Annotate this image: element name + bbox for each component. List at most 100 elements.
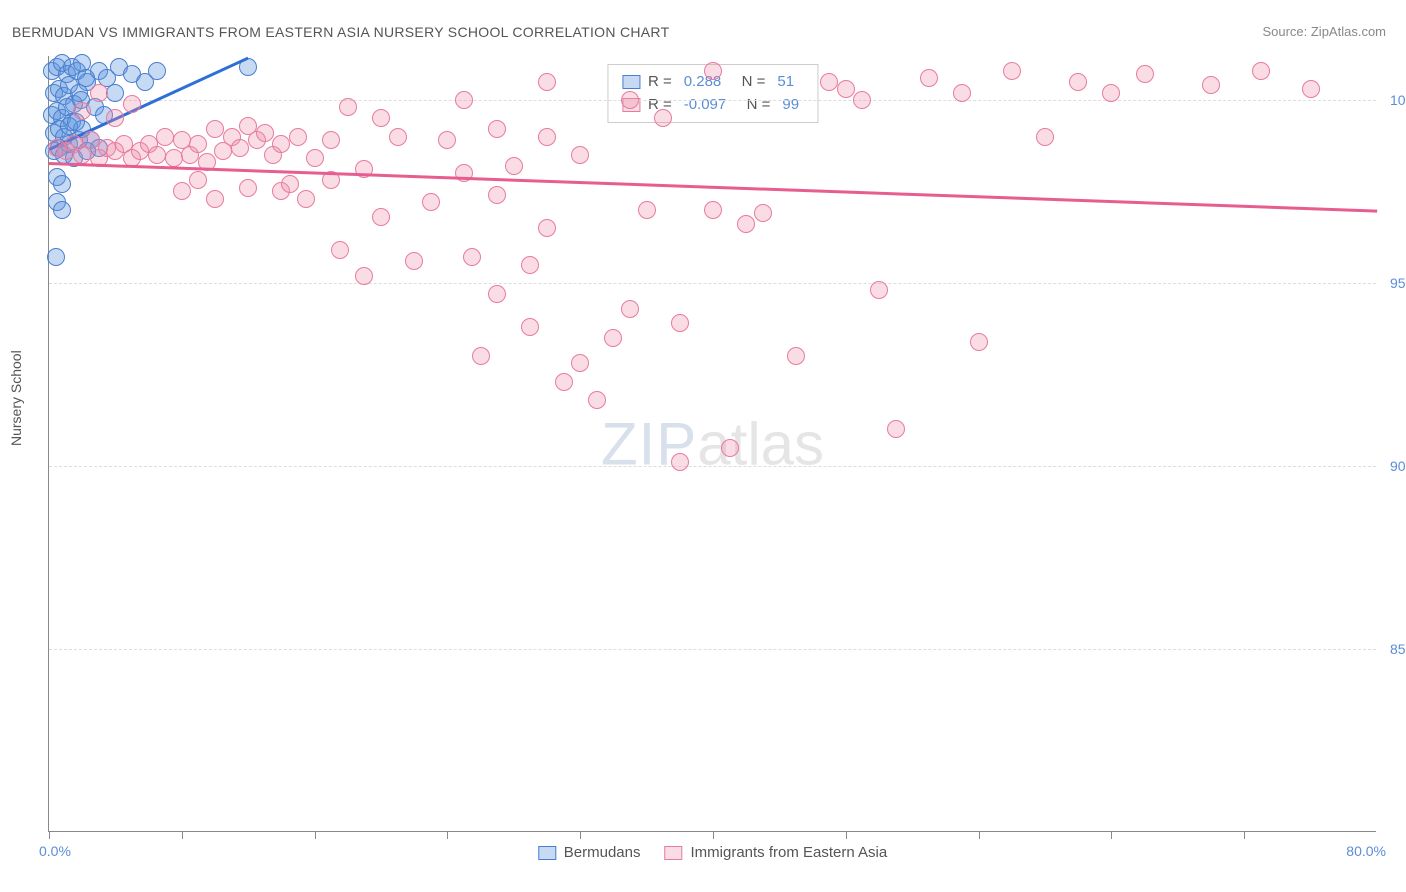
data-point: [47, 248, 65, 266]
x-tick: [182, 831, 183, 839]
data-point: [671, 314, 689, 332]
data-point: [206, 120, 224, 138]
data-point: [82, 131, 100, 149]
data-point: [106, 84, 124, 102]
x-tick: [315, 831, 316, 839]
data-point: [538, 219, 556, 237]
gridline: [49, 100, 1376, 101]
source-attribution: Source: ZipAtlas.com: [1262, 24, 1386, 39]
data-point: [704, 62, 722, 80]
x-tick: [580, 831, 581, 839]
data-point: [621, 91, 639, 109]
gridline: [49, 283, 1376, 284]
data-point: [521, 256, 539, 274]
data-point: [571, 354, 589, 372]
y-tick-label: 100.0%: [1386, 92, 1406, 108]
data-point: [455, 91, 473, 109]
gridline: [49, 649, 1376, 650]
legend-n-value: 51: [777, 71, 794, 94]
data-point: [106, 109, 124, 127]
data-point: [870, 281, 888, 299]
data-point: [588, 391, 606, 409]
data-point: [189, 135, 207, 153]
x-tick: [846, 831, 847, 839]
data-point: [372, 208, 390, 226]
data-point: [820, 73, 838, 91]
data-point: [123, 95, 141, 113]
data-point: [521, 318, 539, 336]
legend-r-label: R =: [648, 71, 672, 94]
y-tick-label: 90.0%: [1386, 458, 1406, 474]
data-point: [90, 84, 108, 102]
data-point: [887, 420, 905, 438]
data-point: [621, 300, 639, 318]
y-tick-label: 95.0%: [1386, 275, 1406, 291]
data-point: [53, 175, 71, 193]
data-point: [671, 453, 689, 471]
data-point: [1003, 62, 1021, 80]
data-point: [438, 131, 456, 149]
data-point: [272, 135, 290, 153]
data-point: [704, 201, 722, 219]
data-point: [1202, 76, 1220, 94]
data-point: [173, 182, 191, 200]
watermark: ZIPatlas: [601, 409, 824, 478]
legend-swatch: [622, 75, 640, 89]
data-point: [322, 131, 340, 149]
data-point: [148, 62, 166, 80]
legend-r-value: -0.097: [684, 94, 727, 117]
data-point: [1302, 80, 1320, 98]
data-point: [787, 347, 805, 365]
data-point: [239, 179, 257, 197]
data-point: [505, 157, 523, 175]
legend-series-name: Immigrants from Eastern Asia: [690, 844, 887, 861]
data-point: [148, 146, 166, 164]
x-tick: [49, 831, 50, 839]
data-point: [721, 439, 739, 457]
series-legend: Bermudans Immigrants from Eastern Asia: [538, 844, 887, 861]
y-axis-label: Nursery School: [8, 350, 24, 446]
data-point: [1036, 128, 1054, 146]
data-point: [372, 109, 390, 127]
legend-swatch: [664, 846, 682, 860]
legend-n-value: 99: [782, 94, 799, 117]
data-point: [206, 190, 224, 208]
data-point: [405, 252, 423, 270]
data-point: [837, 80, 855, 98]
data-point: [538, 128, 556, 146]
data-point: [281, 175, 299, 193]
data-point: [422, 193, 440, 211]
data-point: [654, 109, 672, 127]
data-point: [339, 98, 357, 116]
data-point: [77, 69, 95, 87]
data-point: [1069, 73, 1087, 91]
legend-series-name: Bermudans: [564, 844, 641, 861]
data-point: [970, 333, 988, 351]
legend-n-label: N =: [738, 94, 770, 117]
data-point: [737, 215, 755, 233]
data-point: [472, 347, 490, 365]
data-point: [73, 102, 91, 120]
legend-n-label: N =: [733, 71, 765, 94]
x-axis-min-label: 0.0%: [39, 843, 71, 859]
data-point: [355, 267, 373, 285]
data-point: [488, 285, 506, 303]
data-point: [53, 201, 71, 219]
x-tick: [447, 831, 448, 839]
data-point: [555, 373, 573, 391]
data-point: [189, 171, 207, 189]
data-point: [754, 204, 772, 222]
gridline: [49, 466, 1376, 467]
data-point: [853, 91, 871, 109]
data-point: [1252, 62, 1270, 80]
x-tick: [1111, 831, 1112, 839]
x-tick: [713, 831, 714, 839]
data-point: [1102, 84, 1120, 102]
data-point: [571, 146, 589, 164]
legend-row: R = -0.097 N = 99: [622, 94, 803, 117]
data-point: [604, 329, 622, 347]
x-tick: [979, 831, 980, 839]
data-point: [488, 120, 506, 138]
data-point: [463, 248, 481, 266]
chart-title: BERMUDAN VS IMMIGRANTS FROM EASTERN ASIA…: [12, 24, 669, 40]
